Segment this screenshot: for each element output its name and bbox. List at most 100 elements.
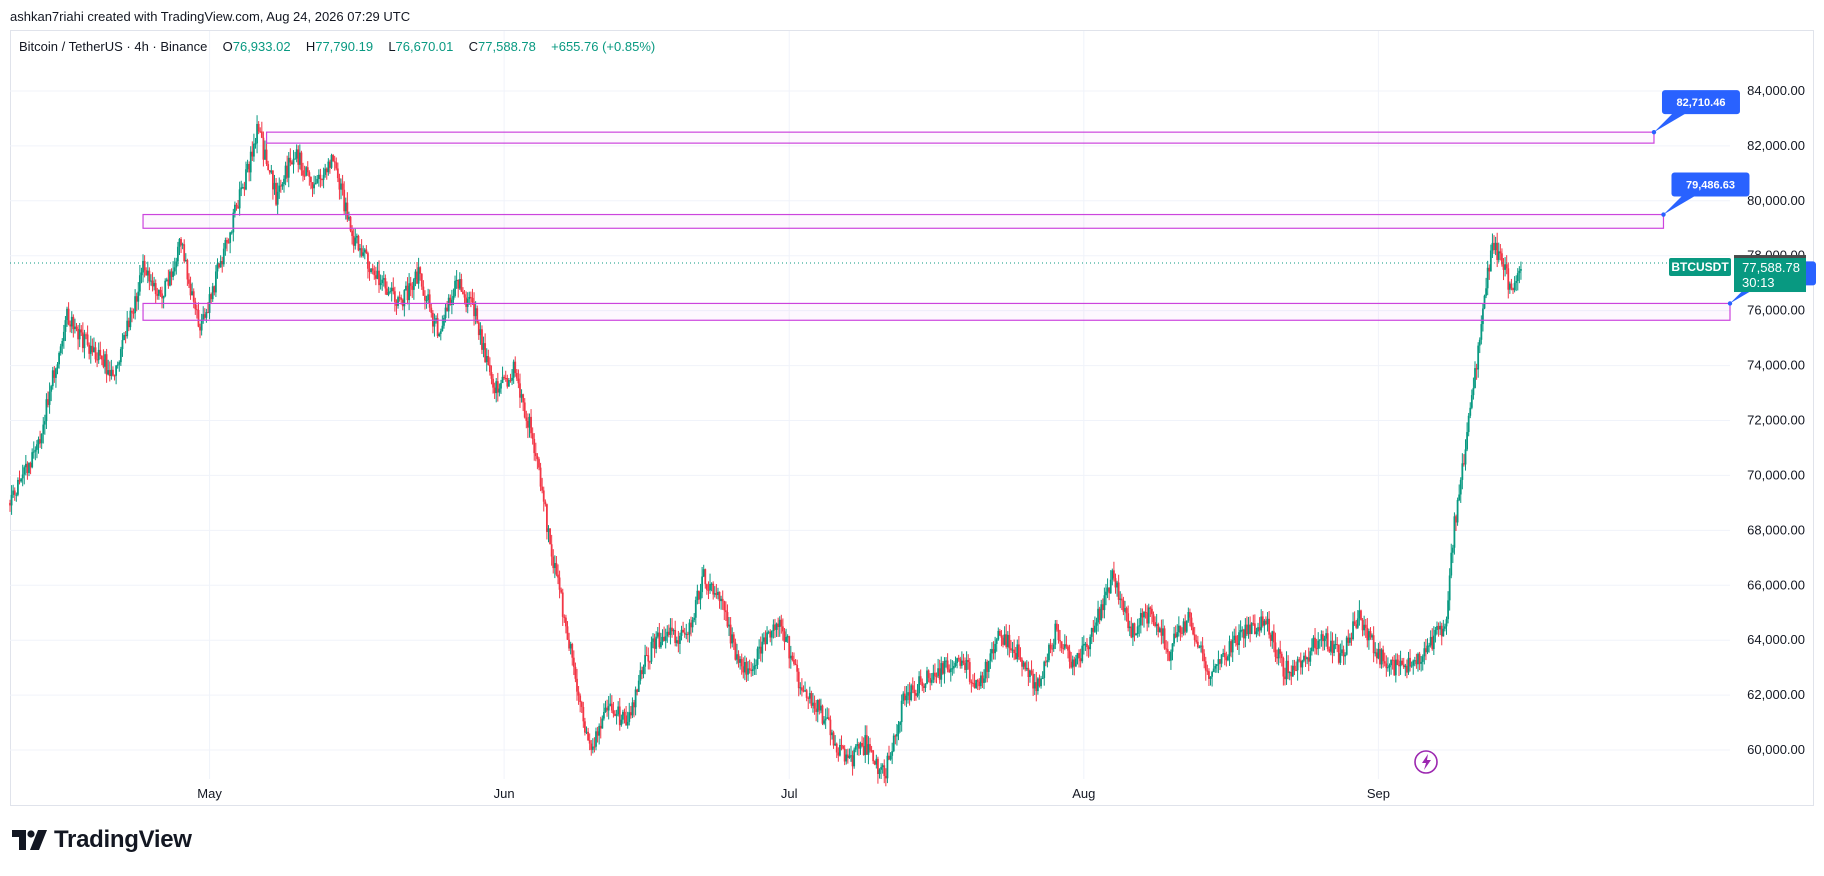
candle-up	[826, 707, 829, 719]
candle-down	[1440, 622, 1443, 646]
candle-body	[32, 451, 35, 453]
candle-body	[546, 504, 548, 532]
last-price-label: 77,588.78	[1742, 260, 1800, 275]
candle-up	[701, 566, 704, 599]
candle-body	[93, 347, 95, 353]
candle-body	[1450, 552, 1453, 576]
candle-up	[1516, 268, 1519, 291]
candle-down	[653, 633, 656, 658]
candle-up	[859, 741, 862, 755]
candle-up	[743, 655, 746, 681]
candle-body	[229, 232, 232, 243]
candle-body	[1398, 665, 1400, 667]
candle-body	[590, 743, 593, 750]
candle-body	[601, 718, 604, 729]
candle-body	[256, 123, 258, 144]
candle-down	[723, 600, 726, 621]
candle-body	[1364, 624, 1367, 628]
candle-body	[1038, 678, 1041, 687]
candle-body	[878, 769, 881, 774]
candle-up	[951, 660, 954, 676]
candle-down	[647, 647, 650, 670]
candle-down	[1499, 244, 1502, 261]
candle-up	[10, 485, 13, 515]
candle-up	[1358, 600, 1361, 626]
candle-down	[297, 145, 300, 173]
candle-body	[1198, 646, 1201, 648]
zone-rectangle	[142, 213, 1665, 229]
candle-body	[631, 702, 634, 716]
bolt-icon[interactable]	[1414, 750, 1438, 774]
candle-body	[498, 388, 501, 393]
candle-up	[1089, 634, 1092, 657]
candle-up	[1478, 337, 1481, 354]
candle-down	[641, 666, 643, 680]
candle-body	[100, 355, 103, 360]
candle-down	[81, 322, 84, 353]
candle-body	[86, 334, 89, 345]
candle-body	[259, 131, 262, 133]
candle-up	[1155, 613, 1158, 636]
candle-up	[1483, 294, 1486, 310]
candle-body	[840, 745, 843, 747]
candle-body	[88, 344, 91, 354]
candle-body	[872, 750, 875, 762]
candle-down	[1463, 454, 1465, 467]
candle-down	[1032, 668, 1035, 696]
candle-down	[419, 266, 422, 281]
y-axis: 84,000.0082,000.0080,000.0078,000.0076,0…	[1747, 83, 1805, 757]
candle-body	[458, 279, 461, 289]
candle-body	[1282, 658, 1285, 677]
candle-up	[62, 324, 65, 349]
candle-body	[1189, 611, 1191, 618]
candle-body	[794, 663, 797, 665]
candle-up	[281, 182, 284, 190]
candle-up	[23, 465, 26, 485]
candle-up	[823, 716, 825, 726]
candle-down	[1353, 611, 1356, 626]
candle-body	[902, 693, 905, 701]
candle-up	[283, 175, 285, 193]
candle-up	[1513, 276, 1516, 293]
candle-down	[1307, 647, 1310, 672]
candle-body	[9, 502, 11, 506]
candle-down	[493, 382, 496, 400]
candle-up	[370, 268, 373, 274]
candle-down	[1165, 640, 1168, 654]
candle-body	[1135, 634, 1137, 636]
candle-body	[420, 273, 423, 287]
candle-body	[1249, 624, 1252, 634]
candle-up	[693, 613, 696, 623]
candle-body	[1451, 547, 1454, 553]
candle-down	[1195, 634, 1198, 644]
candle-down	[732, 632, 735, 650]
tradingview-logo[interactable]: TradingView	[12, 826, 192, 854]
candle-up	[1412, 659, 1415, 675]
candle-body	[1293, 665, 1296, 670]
candle-down	[911, 677, 914, 694]
candle-body	[1060, 641, 1063, 649]
candle-up	[634, 686, 637, 716]
candle-body	[1223, 653, 1226, 658]
candle-body	[1266, 618, 1269, 625]
candle-body	[634, 689, 637, 708]
candle-body	[1195, 640, 1198, 642]
candle-body	[797, 671, 800, 689]
candle-down	[903, 686, 906, 706]
candle-down	[170, 268, 173, 286]
candle-body	[500, 383, 502, 389]
candle-body	[1236, 642, 1239, 646]
candle-down	[534, 442, 537, 462]
candle-body	[1113, 570, 1115, 579]
candle-up	[224, 237, 227, 256]
candle-down	[409, 276, 412, 297]
candle-body	[549, 528, 551, 545]
candle-up	[751, 663, 754, 677]
candle-body	[1079, 658, 1082, 662]
candle-body	[74, 326, 76, 330]
candle-body	[786, 636, 789, 638]
candle-body	[742, 666, 745, 673]
candle-down	[272, 169, 274, 200]
candle-down	[546, 503, 548, 540]
